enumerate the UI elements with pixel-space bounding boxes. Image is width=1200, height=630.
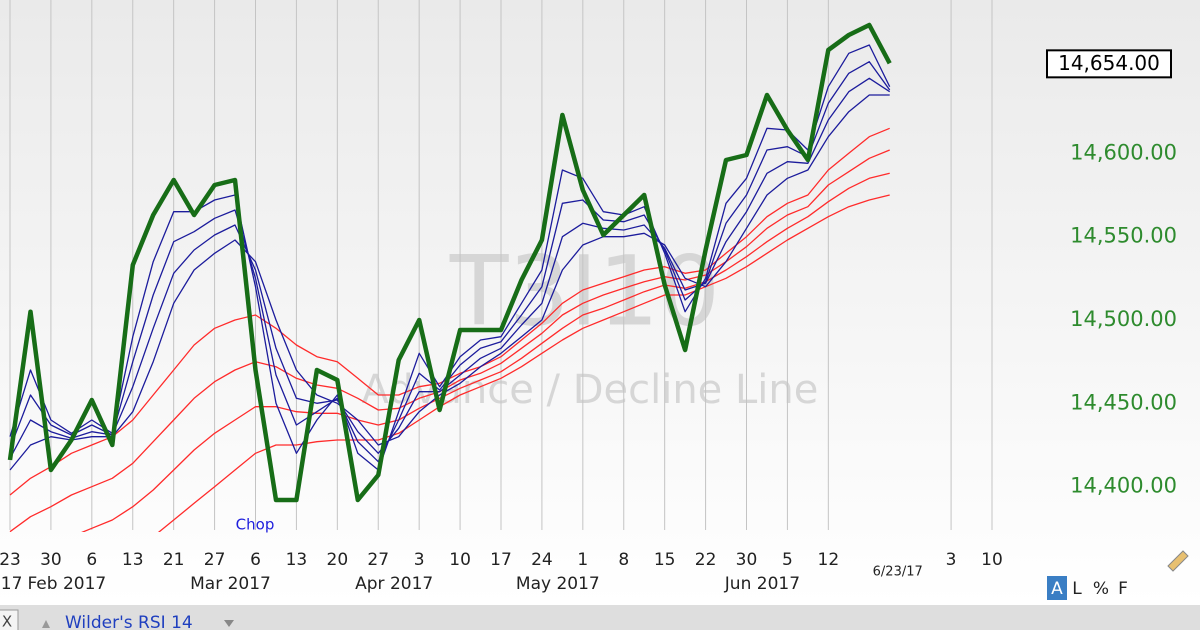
x-tick-label: 30 [736,550,758,570]
x-tick-label: 15 [654,550,676,570]
x-tick-label: 27 [367,550,389,570]
indicator-bar [0,605,1200,630]
x-tick-label: 6 [250,550,261,570]
background [0,0,1200,605]
series-line [81,172,890,532]
annotation: Chop [236,516,275,534]
y-tick-label: 14,600.00 [1070,140,1177,164]
x-tick-label: 10 [449,550,471,570]
month-label: Apr 2017 [355,574,433,594]
month-label: Mar 2017 [190,574,271,594]
month-label: Jun 2017 [724,574,800,594]
view-button[interactable]: % [1093,579,1109,599]
y-tick-label: 14,450.00 [1070,390,1177,414]
x-tick-label: 13 [286,550,308,570]
close-label[interactable]: X [2,613,12,630]
move-icon[interactable] [42,620,50,628]
y-tick-label: 14,500.00 [1070,307,1177,331]
y-tick-label: 14,550.00 [1070,224,1177,248]
x-tick-label: 27 [204,550,226,570]
series-line [9,77,891,459]
y-axis: 14,400.00 14,450.00 14,500.00 14,550.00 14,6… [1070,140,1177,497]
dropdown-arrow[interactable] [224,620,234,627]
x-tick-label: 5 [782,550,793,570]
x-tick-label: 8 [618,550,629,570]
value-label: 14,654.00 [1058,51,1160,75]
x-tick-label: 6 [86,550,97,570]
pencil-icon[interactable] [1167,550,1189,572]
month-label: Jan 2017 [0,574,22,594]
x-tick-label: 1 [577,550,588,570]
x-tick-label: 23 [0,550,21,570]
x-tick-label: 12 [818,550,840,570]
view-buttons: A L% F [1051,579,1128,599]
y-tick-label: 14,400.00 [1070,474,1177,498]
x-tick-label: 3 [414,550,425,570]
month-label: May 2017 [516,574,600,594]
x-tick-label: 17 [490,550,512,570]
button-highlight [1047,576,1067,600]
view-button[interactable]: F [1118,579,1128,599]
x-tick-label: 24 [531,550,553,570]
x-tick-label: 13 [122,550,144,570]
close-button[interactable] [0,609,19,630]
month-label: Feb 2017 [27,574,106,594]
value-label-box [1046,49,1172,79]
indicator-label[interactable]: Wilder's RSI 14 [65,613,193,630]
series-line [157,194,890,532]
date-marker: 6/23/17 [873,565,923,580]
x-tick-label: 30 [40,550,62,570]
x-tick-label: 10 [981,550,1003,570]
x-tick-label: 20 [327,550,349,570]
plot [7,22,892,532]
x-tick-label: 21 [163,550,185,570]
series-line [9,94,890,471]
view-button[interactable]: L [1072,579,1082,599]
series-line [9,149,890,532]
series-line [7,22,892,503]
view-button[interactable]: A [1051,579,1063,599]
x-tick-label: 22 [695,550,717,570]
x-tick-label: 3 [946,550,957,570]
